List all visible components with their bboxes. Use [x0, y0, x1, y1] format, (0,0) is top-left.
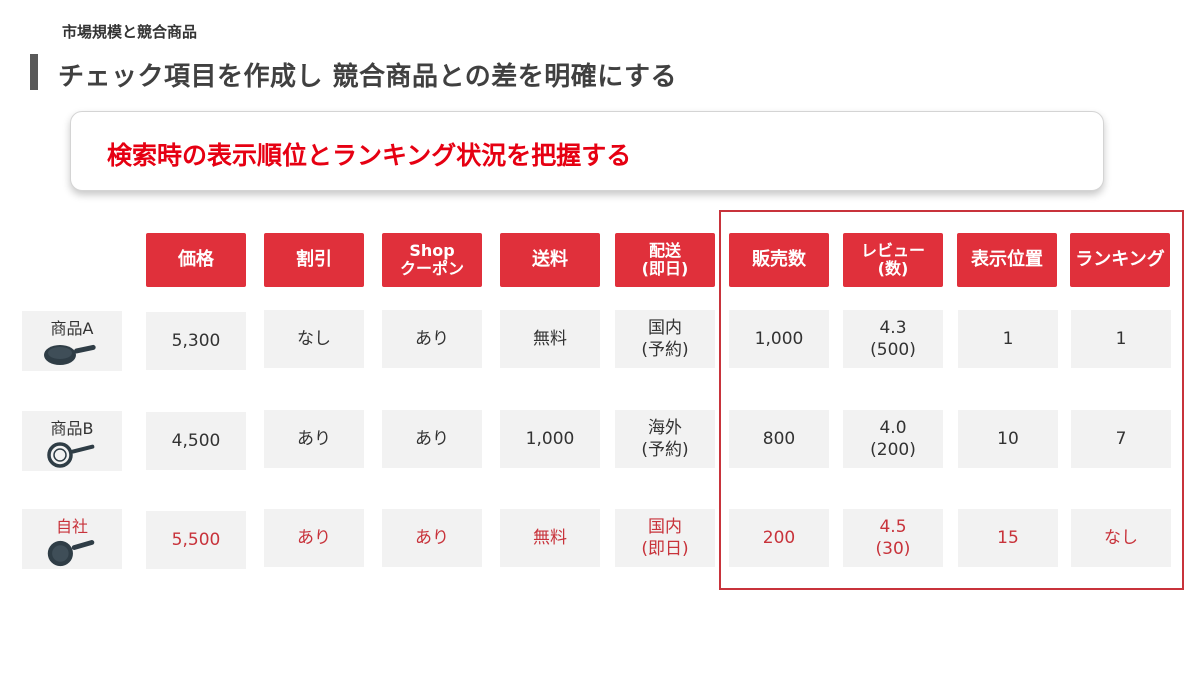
table-cell: 国内 (予約)	[615, 310, 715, 368]
table-cell: 5,300	[146, 312, 246, 370]
highlight-box	[719, 210, 1184, 590]
table-cell: あり	[264, 509, 364, 567]
table-cell: 4.3 (500)	[843, 310, 943, 368]
table-cell: 無料	[500, 509, 600, 567]
table-cell: 10	[958, 410, 1058, 468]
table-cell: 国内 (即日)	[615, 509, 715, 567]
header-ranking: ランキング	[1070, 233, 1170, 287]
table-cell: あり	[264, 410, 364, 468]
table-cell: なし	[264, 310, 364, 368]
table-cell: 5,500	[146, 511, 246, 569]
table-cell: 15	[958, 509, 1058, 567]
table-cell: 1	[958, 310, 1058, 368]
row-label-product-b: 商品B	[22, 411, 122, 471]
header-review: レビュー (数)	[843, 233, 943, 287]
table-cell: 無料	[500, 310, 600, 368]
title-accent-bar	[30, 54, 38, 90]
header-shop-coupon: Shop クーポン	[382, 233, 482, 287]
row-label-text: 商品A	[50, 319, 94, 338]
table-cell: 1	[1071, 310, 1171, 368]
table-cell: 1,000	[729, 310, 829, 368]
table-cell: あり	[382, 310, 482, 368]
row-label-text: 自社	[55, 517, 88, 536]
row-label-product-a: 商品A	[22, 311, 122, 371]
table-cell: 1,000	[500, 410, 600, 468]
table-cell: なし	[1071, 509, 1171, 567]
frying-pan-outline-icon	[47, 442, 95, 468]
frying-pan-icon	[44, 344, 96, 365]
table-cell: あり	[382, 509, 482, 567]
page-title: チェック項目を作成し 競合商品との差を明確にする	[58, 62, 678, 92]
frying-pan-icon	[47, 540, 95, 567]
table-cell: 4.5 (30)	[843, 509, 943, 567]
table-cell: 200	[729, 509, 829, 567]
table-cell: あり	[382, 410, 482, 468]
header-shipping: 送料	[500, 233, 600, 287]
row-label-text: 商品B	[50, 419, 94, 438]
table-cell: 4,500	[146, 412, 246, 470]
callout-box: 検索時の表示順位とランキング状況を把握する	[70, 111, 1104, 191]
header-delivery: 配送 (即日)	[615, 233, 715, 287]
row-label-own-company: 自社	[22, 509, 122, 569]
header-sales: 販売数	[729, 233, 829, 287]
table-cell: 4.0 (200)	[843, 410, 943, 468]
header-discount: 割引	[264, 233, 364, 287]
header-display-position: 表示位置	[957, 233, 1057, 287]
header-price: 価格	[146, 233, 246, 287]
table-cell: 800	[729, 410, 829, 468]
breadcrumb: 市場規模と競合商品	[62, 23, 198, 41]
table-cell: 7	[1071, 410, 1171, 468]
table-cell: 海外 (予約)	[615, 410, 715, 468]
callout-text: 検索時の表示順位とランキング状況を把握する	[107, 141, 632, 170]
